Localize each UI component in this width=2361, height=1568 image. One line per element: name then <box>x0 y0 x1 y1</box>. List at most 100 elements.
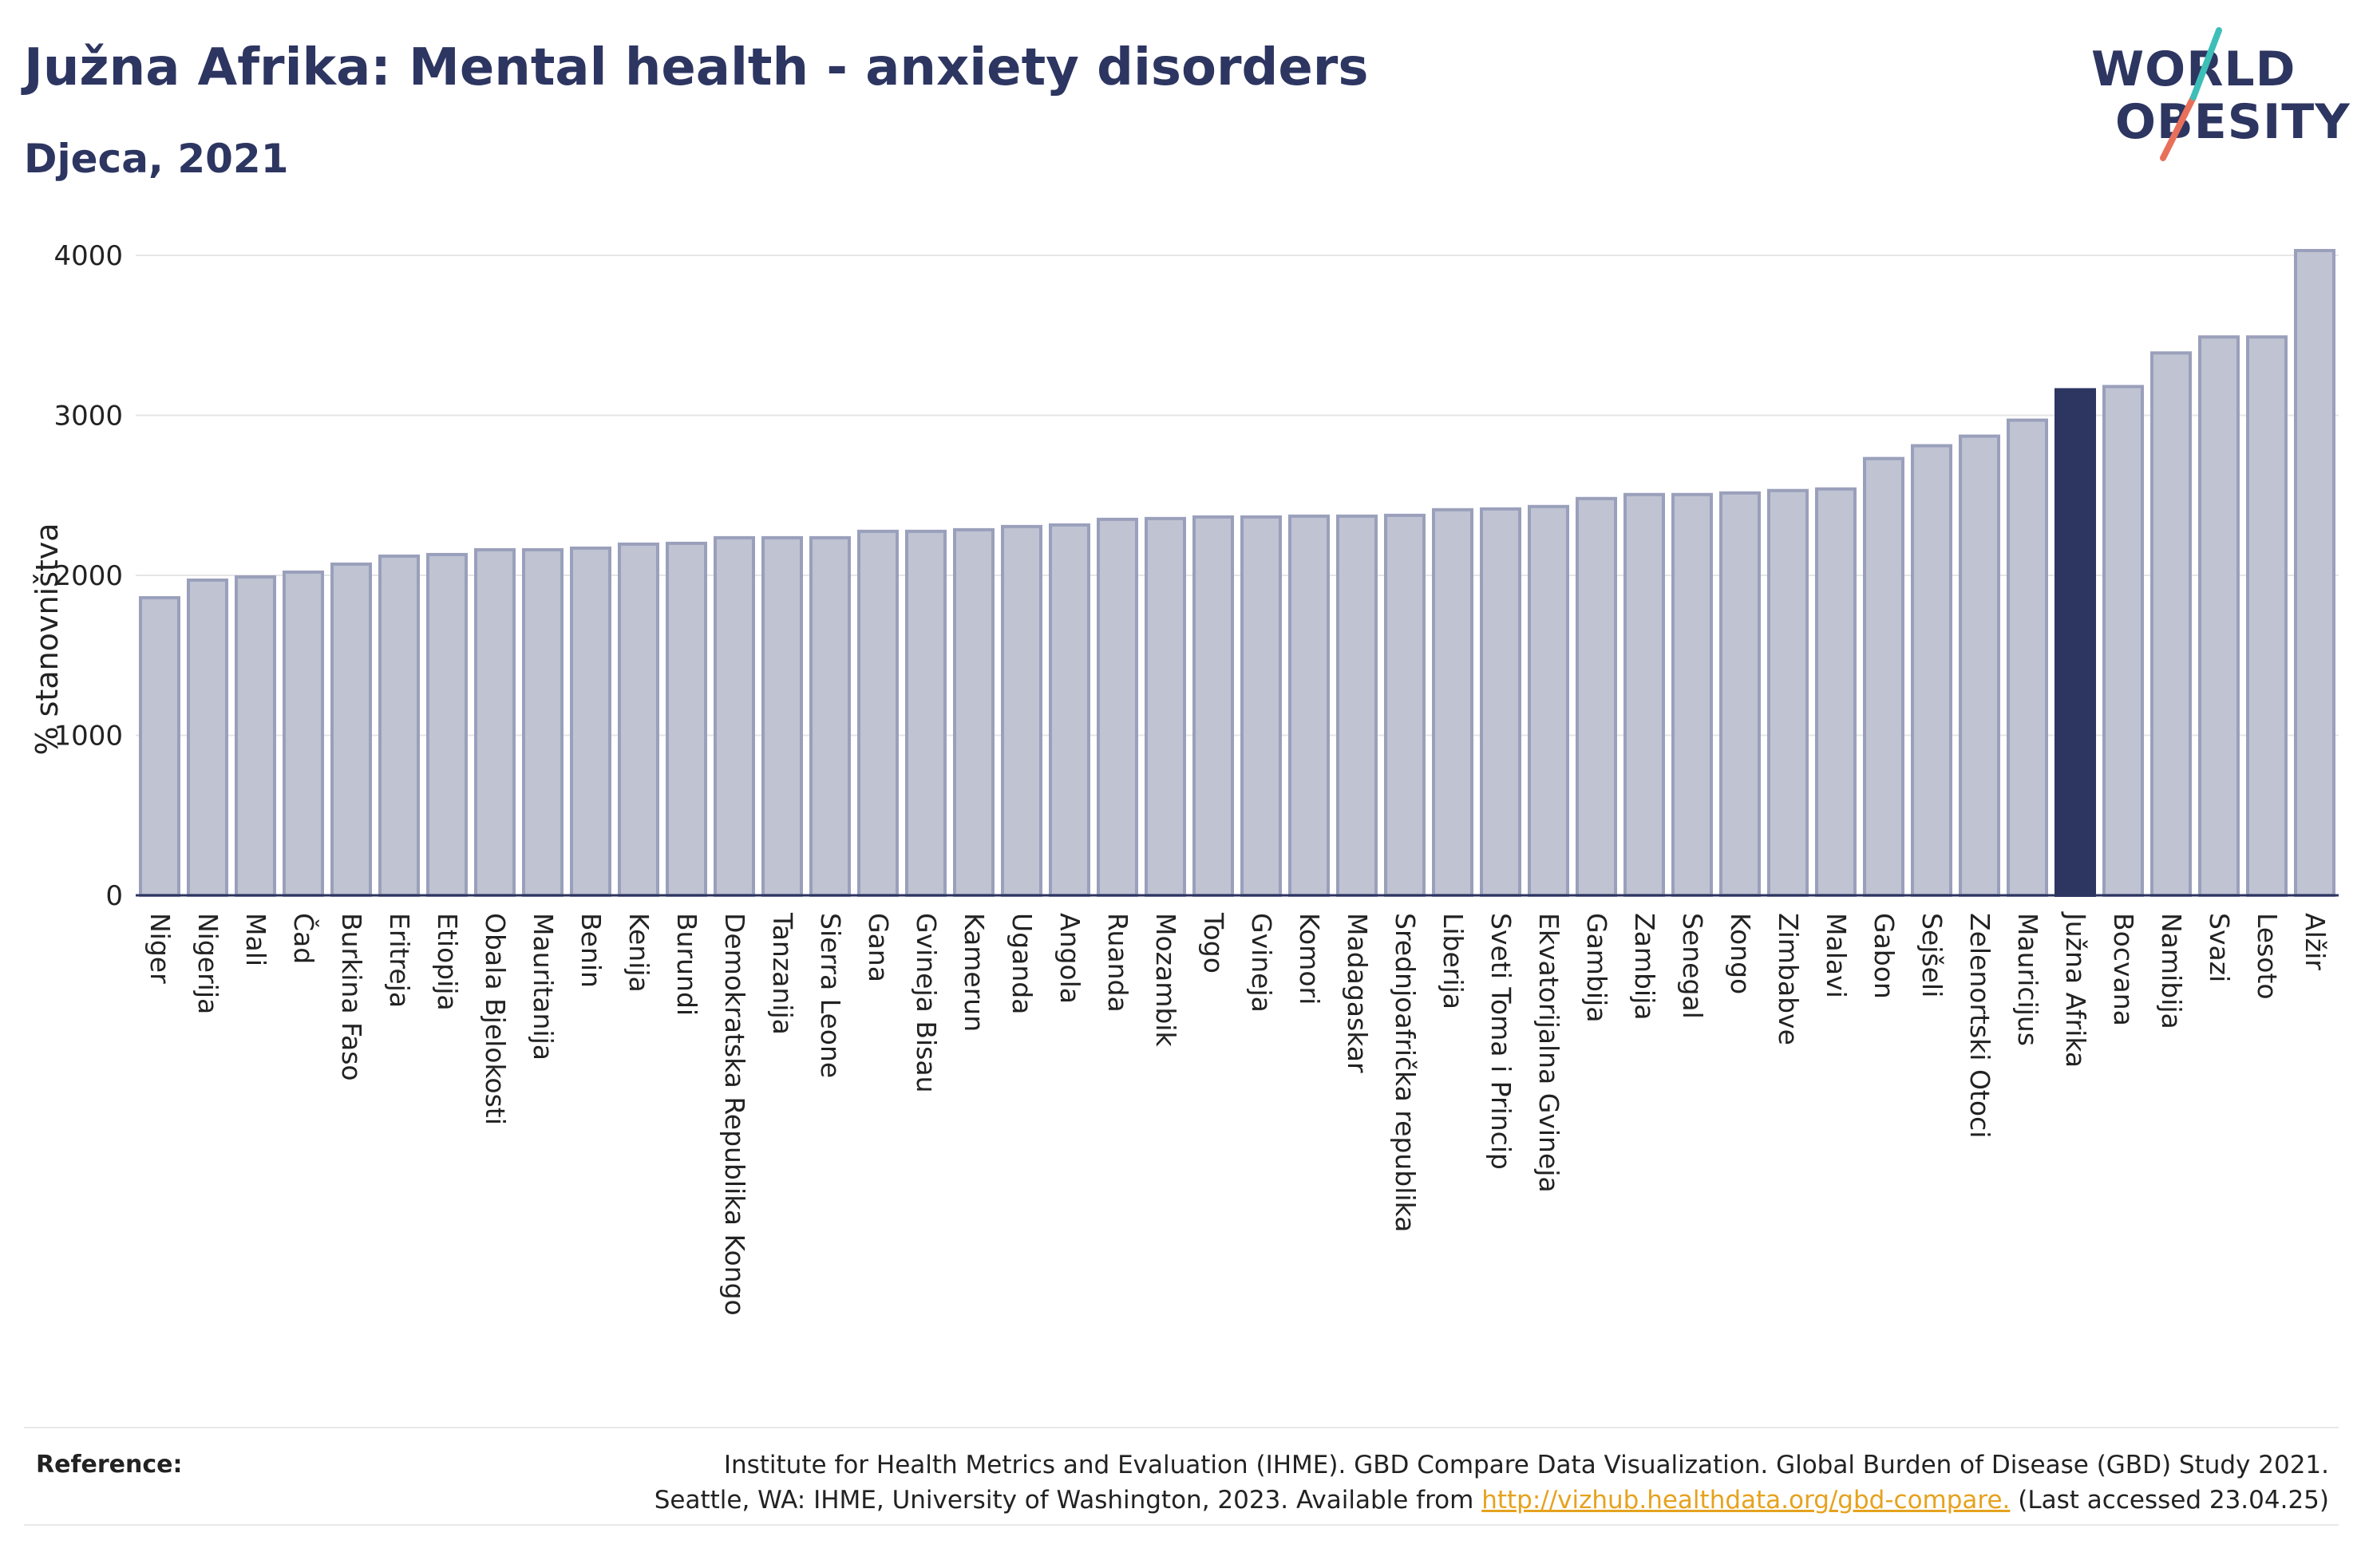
y-tick-label: 4000 <box>53 240 123 272</box>
logo-line-1: WORLD <box>2091 41 2296 97</box>
bar <box>1623 492 1665 897</box>
x-tick-label: Gabon <box>1869 913 1900 999</box>
x-tick-label: Lesoto <box>2252 913 2283 1000</box>
y-tick-label: 0 <box>105 880 123 912</box>
bar <box>953 527 995 897</box>
bar <box>187 579 228 897</box>
reference-text: Institute for Health Metrics and Evaluat… <box>655 1448 2329 1518</box>
bar <box>1145 516 1186 897</box>
bar <box>570 546 611 897</box>
x-tick-label: Kongo <box>1725 913 1756 994</box>
bar <box>1240 515 1282 897</box>
x-tick-label: Južna Afrika <box>2060 911 2091 1068</box>
x-tick-label: Demokratska Republika Kongo <box>719 913 750 1316</box>
bar <box>666 541 707 898</box>
bar <box>378 554 420 897</box>
x-tick-label: Ruanda <box>1102 913 1133 1013</box>
x-tick-label: Benin <box>575 913 607 988</box>
x-tick-label: Sveti Toma i Princip <box>1485 913 1517 1170</box>
chart-title: Južna Afrika: Mental health - anxiety di… <box>24 38 1369 97</box>
x-tick-label: Eritreja <box>384 913 415 1008</box>
y-tick-label: 2000 <box>53 560 123 592</box>
x-tick-label: Malavi <box>1821 913 1852 998</box>
x-tick-label: Zimbabve <box>1773 913 1804 1045</box>
bar <box>1959 434 2000 897</box>
bar <box>618 542 659 898</box>
x-tick-label: Tanzanija <box>767 912 798 1035</box>
x-tick-label: Bocvana <box>2108 913 2139 1026</box>
reference-link[interactable]: http://vizhub.healthdata.org/gbd-compare… <box>1481 1486 2011 1515</box>
x-tick-label: Madagaskar <box>1342 913 1373 1073</box>
footer-divider-top <box>24 1427 2339 1428</box>
x-tick-label: Uganda <box>1006 913 1038 1014</box>
bar <box>1097 517 1138 897</box>
chart-subtitle: Djeca, 2021 <box>24 136 289 182</box>
bar <box>1671 492 1713 897</box>
bar <box>1863 456 1904 897</box>
x-tick-label: Kenija <box>623 913 655 993</box>
x-tick-label: Gvineja Bisau <box>911 913 942 1093</box>
bar <box>1288 514 1330 897</box>
x-tick-label: Alžir <box>2300 913 2331 970</box>
logo-line-2: OBESITY <box>2115 94 2351 150</box>
x-tick-label: Etiopija <box>432 913 463 1011</box>
x-tick-label: Kamerun <box>959 913 990 1032</box>
y-axis-label: % stanovništva <box>30 523 65 755</box>
bar <box>1528 504 1569 897</box>
bar <box>2294 248 2335 897</box>
bar <box>1049 523 1090 898</box>
x-tick-label: Obala Bjelokosti <box>480 913 511 1125</box>
x-tick-label: Burundi <box>671 913 702 1016</box>
reference-line-2: Seattle, WA: IHME, University of Washing… <box>655 1483 2329 1518</box>
bar <box>714 535 755 897</box>
x-tick-label: Mali <box>240 913 271 966</box>
y-tick-label: 3000 <box>53 401 123 432</box>
x-tick-label: Komori <box>1294 913 1325 1005</box>
bar <box>426 552 468 897</box>
x-tick-label: Namibija <box>2156 913 2187 1029</box>
bar <box>1576 496 1617 897</box>
bar <box>761 535 803 897</box>
bar <box>1767 488 1809 897</box>
x-tick-label: Gambija <box>1581 913 1612 1022</box>
x-tick-label: Čad <box>288 913 320 964</box>
x-tick-label: Mauricijus <box>2012 913 2043 1046</box>
logo-slash-icon <box>2160 27 2222 161</box>
x-tick-label: Nigerija <box>192 913 223 1014</box>
bar <box>905 529 947 897</box>
x-tick-label: Svazi <box>2204 913 2235 982</box>
x-tick-label: Mozambik <box>1150 913 1181 1047</box>
footer-divider-bottom <box>24 1524 2339 1526</box>
x-tick-label: Gana <box>863 913 894 982</box>
bar <box>2198 335 2240 897</box>
x-tick-label: Srednjoafrička republika <box>1390 913 1421 1232</box>
bar <box>1911 444 1952 897</box>
reference-line-2-post: (Last accessed 23.04.25) <box>2010 1486 2329 1515</box>
bar-chart: 0 1000 2000 3000 4000 % stanovništva Niger Nige… <box>30 240 2339 1316</box>
reference-line-1: Institute for Health Metrics and Evaluat… <box>723 1451 2329 1479</box>
bar <box>1384 513 1426 897</box>
x-tick-label: Sierra Leone <box>815 913 846 1078</box>
bar <box>330 562 372 898</box>
x-tick-label: Zelenortski Otoci <box>1964 913 1995 1138</box>
bar <box>1719 491 1761 897</box>
bar <box>809 535 851 897</box>
bar <box>235 575 276 897</box>
world-obesity-logo: WORLD OBESITY <box>2083 24 2350 168</box>
bar <box>522 547 564 897</box>
x-tick-label: Niger <box>144 913 176 984</box>
reference-label: Reference: <box>36 1451 183 1479</box>
bar <box>857 529 899 897</box>
x-tick-label: Gvineja <box>1246 913 1277 1013</box>
bar <box>1480 507 1521 897</box>
bar <box>2102 385 2144 898</box>
x-tick-label: Burkina Faso <box>336 913 367 1081</box>
bar <box>2055 388 2096 898</box>
x-tick-label: Liberija <box>1438 913 1469 1009</box>
bar <box>2150 351 2192 897</box>
bar <box>283 570 324 897</box>
bar <box>1432 508 1473 897</box>
reference-line-2-pre: Seattle, WA: IHME, University of Washing… <box>654 1486 1482 1515</box>
bar <box>1815 487 1857 897</box>
bar <box>1336 514 1378 897</box>
